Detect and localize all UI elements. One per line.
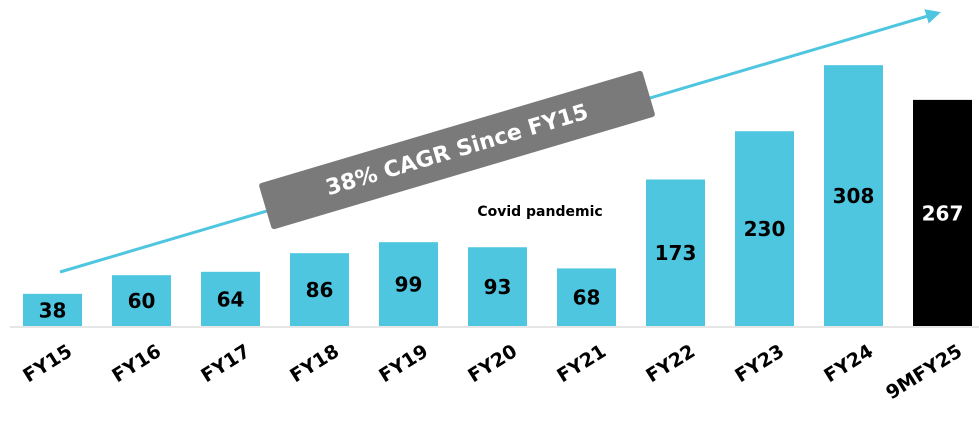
bar: [468, 247, 527, 326]
x-tick-label: FY17: [197, 340, 254, 387]
bar: [646, 179, 705, 326]
bar: [23, 293, 82, 326]
bar: [557, 268, 616, 326]
bar: [201, 271, 260, 326]
x-tick-label: 9MFY25: [882, 340, 966, 404]
cagr-label: 38% CAGR Since FY15: [323, 100, 591, 201]
x-tick-label: FY16: [108, 340, 165, 387]
covid-label: Covid pandemic: [477, 204, 602, 220]
value-label: 230: [744, 217, 786, 241]
bar: [112, 275, 171, 326]
value-label: 308: [833, 184, 875, 208]
x-tick-label: FY21: [553, 340, 610, 387]
x-tick-label: FY24: [820, 340, 877, 387]
cagr-background: [259, 70, 655, 230]
value-label: 86: [306, 278, 334, 302]
value-label: 38: [39, 298, 67, 322]
bar: [913, 99, 972, 327]
bar: [824, 65, 883, 326]
value-label: 99: [395, 273, 423, 297]
value-label: 267: [922, 201, 964, 225]
bar: [290, 253, 349, 326]
x-tick-label: FY23: [731, 340, 788, 387]
bar: [379, 242, 438, 326]
x-tick-label: FY15: [19, 340, 76, 387]
x-tick-label: FY22: [642, 340, 699, 387]
x-tick-label: FY19: [375, 340, 432, 387]
value-label: 173: [655, 241, 697, 265]
bar: [735, 131, 794, 326]
value-label: 93: [484, 275, 512, 299]
x-tick-label: FY18: [286, 340, 343, 387]
value-label: 60: [128, 289, 156, 313]
value-label: 64: [217, 287, 245, 311]
x-tick-label: FY20: [464, 340, 521, 387]
value-label: 68: [573, 286, 601, 310]
